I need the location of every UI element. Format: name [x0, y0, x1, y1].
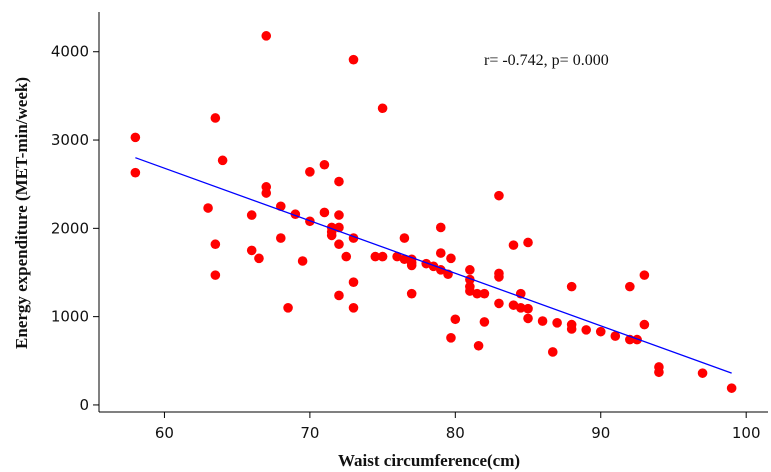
data-point — [537, 316, 548, 326]
data-point — [297, 256, 308, 266]
x-tick-label: 100 — [732, 424, 761, 442]
data-point — [446, 253, 456, 264]
data-point — [130, 167, 141, 178]
data-point — [275, 233, 286, 243]
data-point — [435, 222, 446, 233]
x-tick-label: 70 — [300, 424, 319, 442]
data-point — [508, 300, 519, 310]
x-tick-label: 60 — [155, 424, 174, 442]
data-point — [473, 340, 484, 351]
data-point — [319, 207, 330, 218]
data-point — [595, 326, 606, 337]
data-point — [399, 233, 410, 243]
data-point — [305, 167, 315, 177]
correlation-annotation: r= -0.742, p= 0.000 — [484, 52, 609, 69]
data-point — [465, 286, 475, 296]
data-point — [370, 251, 381, 262]
y-ticks: 0 1000 2000 3000 4000 — [51, 43, 99, 414]
data-point — [523, 303, 533, 314]
data-point — [494, 272, 504, 282]
data-point — [392, 251, 402, 262]
data-point — [523, 313, 533, 324]
x-tick-label: 90 — [591, 424, 610, 442]
data-point — [523, 237, 533, 248]
y-tick-label: 3000 — [51, 131, 89, 149]
data-point — [450, 314, 461, 325]
data-point — [435, 248, 446, 258]
data-point — [399, 254, 410, 265]
data-point — [654, 367, 664, 378]
data-point — [326, 230, 337, 241]
data-point — [210, 270, 221, 280]
data-point — [377, 251, 388, 262]
data-point — [261, 188, 272, 198]
data-point — [446, 333, 456, 343]
regression-line — [135, 157, 732, 374]
data-point — [472, 288, 482, 299]
data-point — [210, 239, 221, 250]
data-point — [246, 210, 257, 220]
data-point — [479, 317, 490, 327]
data-points — [130, 31, 737, 393]
data-point — [479, 288, 490, 299]
data-point — [210, 113, 221, 123]
data-point — [625, 281, 635, 292]
data-point — [334, 210, 344, 220]
data-point — [341, 251, 352, 262]
x-ticks: 60 70 80 90 100 — [155, 412, 761, 442]
data-point — [203, 203, 213, 213]
data-point — [465, 265, 475, 275]
data-point — [217, 155, 228, 166]
data-point — [348, 277, 359, 287]
data-point — [377, 103, 388, 114]
data-point — [566, 281, 577, 292]
data-point — [130, 132, 141, 143]
data-point — [697, 368, 708, 378]
data-point — [261, 31, 272, 41]
y-tick-label: 2000 — [51, 219, 89, 237]
data-point — [494, 298, 504, 309]
plot-frame — [98, 12, 768, 413]
data-point — [283, 303, 293, 313]
data-point — [639, 270, 650, 280]
y-tick-label: 1000 — [51, 308, 89, 326]
data-point — [581, 325, 592, 335]
data-point — [508, 240, 519, 250]
data-point — [254, 253, 264, 264]
data-point — [547, 347, 558, 357]
data-point — [566, 324, 577, 334]
y-tick-label: 0 — [79, 396, 89, 414]
x-axis-title: Waist circumference(cm) — [338, 451, 520, 470]
data-point — [275, 201, 286, 212]
data-point — [406, 260, 417, 271]
y-axis-title: Energy expenditure (MET-min/week) — [12, 77, 31, 349]
data-point — [639, 319, 650, 330]
data-point — [334, 239, 344, 250]
data-point — [726, 383, 737, 393]
data-point — [348, 303, 359, 313]
data-point — [319, 159, 330, 170]
data-point — [406, 288, 417, 299]
data-point — [348, 54, 359, 65]
x-tick-label: 80 — [446, 424, 465, 442]
y-tick-label: 4000 — [51, 43, 89, 61]
data-point — [334, 176, 344, 187]
data-point — [334, 290, 344, 301]
data-point — [610, 331, 621, 341]
data-point — [515, 303, 526, 313]
data-point — [494, 190, 504, 201]
data-point — [552, 318, 562, 328]
data-point — [246, 245, 257, 256]
